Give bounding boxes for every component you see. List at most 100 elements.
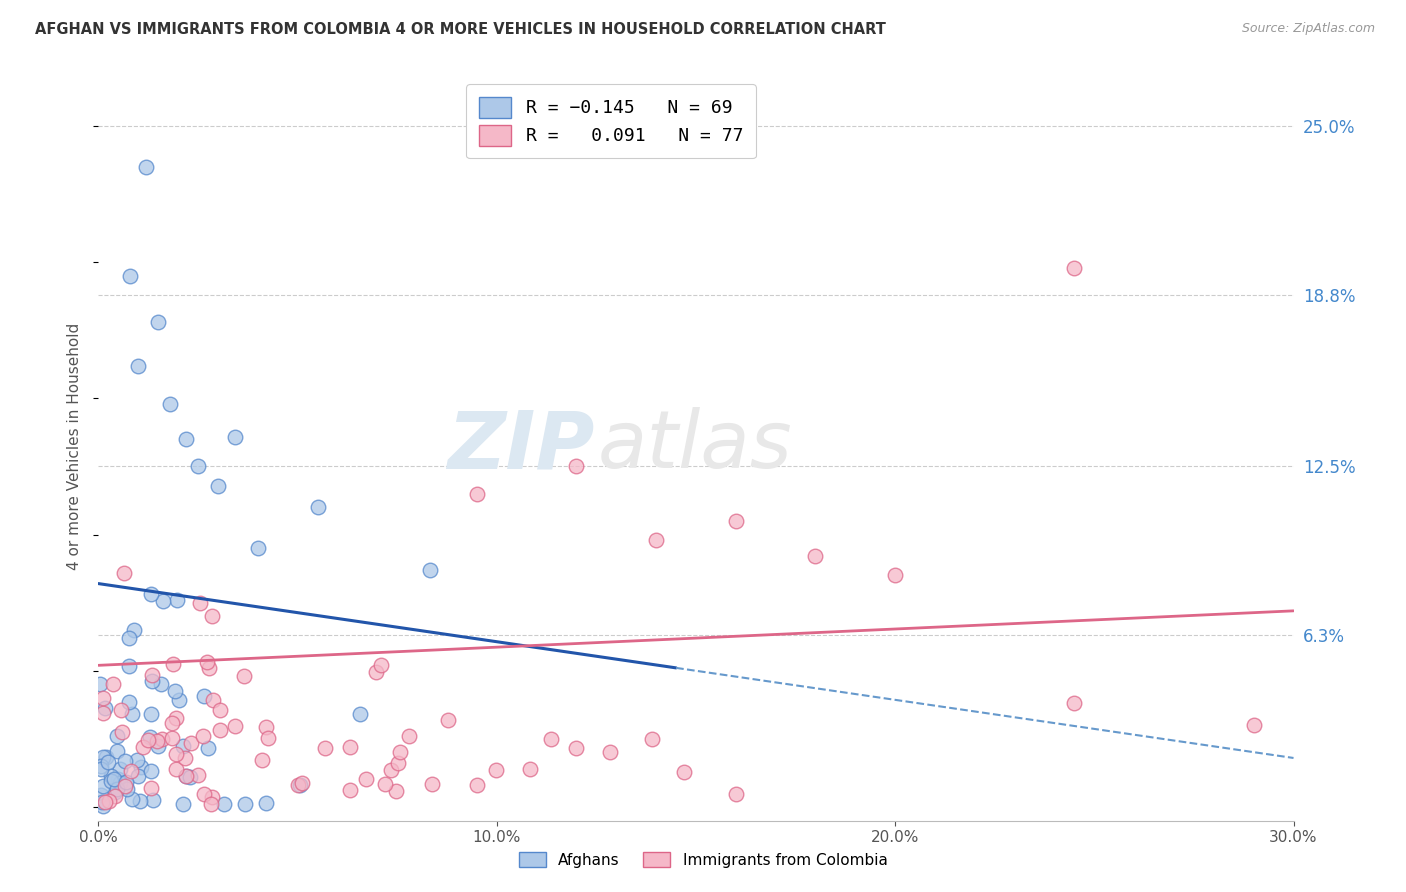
Point bbox=[141, 673, 163, 688]
Point bbox=[146, 739, 169, 754]
Point bbox=[187, 768, 209, 782]
Point bbox=[207, 478, 229, 492]
Point bbox=[100, 769, 122, 783]
Point bbox=[129, 760, 152, 774]
Point bbox=[484, 764, 506, 778]
Point bbox=[201, 790, 224, 805]
Point bbox=[1063, 260, 1085, 275]
Point bbox=[645, 533, 668, 547]
Point bbox=[174, 768, 197, 782]
Point bbox=[380, 764, 402, 778]
Text: Source: ZipAtlas.com: Source: ZipAtlas.com bbox=[1241, 22, 1375, 36]
Point bbox=[115, 774, 138, 789]
Point bbox=[724, 514, 747, 528]
Point bbox=[139, 764, 162, 778]
Point bbox=[135, 160, 157, 174]
Point bbox=[349, 707, 371, 722]
Point bbox=[419, 563, 441, 577]
Point bbox=[387, 756, 409, 770]
Point bbox=[195, 656, 218, 670]
Point bbox=[465, 778, 488, 792]
Point bbox=[256, 731, 278, 746]
Point bbox=[120, 268, 142, 283]
Point bbox=[174, 750, 197, 764]
Point bbox=[94, 750, 117, 764]
Point bbox=[118, 659, 141, 673]
Point bbox=[111, 725, 134, 739]
Text: atlas: atlas bbox=[598, 407, 793, 485]
Point bbox=[117, 781, 139, 796]
Point bbox=[127, 359, 149, 373]
Point bbox=[307, 500, 329, 515]
Point bbox=[90, 788, 112, 802]
Point bbox=[91, 779, 114, 793]
Point bbox=[165, 711, 187, 725]
Point bbox=[250, 753, 273, 767]
Point bbox=[1063, 697, 1085, 711]
Point bbox=[224, 719, 246, 733]
Point bbox=[104, 789, 127, 804]
Point bbox=[233, 797, 256, 812]
Point bbox=[101, 676, 124, 690]
Point bbox=[202, 692, 225, 706]
Point bbox=[599, 745, 621, 759]
Point bbox=[565, 459, 588, 474]
Point bbox=[93, 691, 115, 706]
Point bbox=[139, 730, 162, 744]
Point bbox=[139, 587, 162, 601]
Point bbox=[640, 732, 662, 747]
Point bbox=[121, 706, 143, 721]
Point bbox=[142, 793, 165, 807]
Point bbox=[193, 689, 215, 703]
Point bbox=[804, 549, 827, 564]
Point bbox=[565, 741, 588, 756]
Point bbox=[94, 795, 117, 809]
Point bbox=[146, 734, 169, 748]
Point bbox=[105, 781, 128, 796]
Point bbox=[94, 700, 117, 714]
Point bbox=[420, 777, 443, 791]
Point bbox=[103, 785, 125, 799]
Point bbox=[118, 695, 141, 709]
Point bbox=[465, 486, 488, 500]
Point bbox=[150, 676, 173, 690]
Point bbox=[364, 665, 387, 680]
Point bbox=[132, 740, 155, 755]
Point bbox=[128, 794, 150, 808]
Point bbox=[179, 770, 201, 784]
Point bbox=[136, 732, 159, 747]
Point bbox=[90, 762, 112, 776]
Point bbox=[180, 736, 202, 750]
Point bbox=[354, 772, 377, 787]
Point bbox=[437, 713, 460, 727]
Point bbox=[139, 706, 162, 721]
Text: ZIP: ZIP bbox=[447, 407, 595, 485]
Point bbox=[120, 764, 142, 778]
Point bbox=[198, 661, 221, 675]
Point bbox=[108, 776, 131, 790]
Point bbox=[166, 593, 188, 607]
Point bbox=[107, 772, 129, 786]
Text: AFGHAN VS IMMIGRANTS FROM COLOMBIA 4 OR MORE VEHICLES IN HOUSEHOLD CORRELATION C: AFGHAN VS IMMIGRANTS FROM COLOMBIA 4 OR … bbox=[35, 22, 886, 37]
Point bbox=[163, 683, 186, 698]
Point bbox=[112, 566, 135, 581]
Point bbox=[1243, 718, 1265, 732]
Point bbox=[172, 739, 194, 753]
Point bbox=[105, 744, 128, 758]
Point bbox=[110, 703, 132, 717]
Point bbox=[91, 750, 114, 764]
Point bbox=[291, 776, 314, 790]
Point bbox=[187, 459, 209, 474]
Point bbox=[200, 797, 222, 812]
Legend: R = −0.145   N = 69, R =   0.091   N = 77: R = −0.145 N = 69, R = 0.091 N = 77 bbox=[465, 84, 755, 159]
Point bbox=[90, 795, 112, 809]
Point bbox=[148, 315, 170, 329]
Point bbox=[165, 747, 187, 761]
Point bbox=[233, 669, 256, 683]
Point bbox=[193, 787, 215, 801]
Point bbox=[519, 763, 541, 777]
Point bbox=[127, 769, 149, 783]
Point bbox=[385, 784, 408, 798]
Point bbox=[121, 791, 143, 805]
Point bbox=[167, 693, 190, 707]
